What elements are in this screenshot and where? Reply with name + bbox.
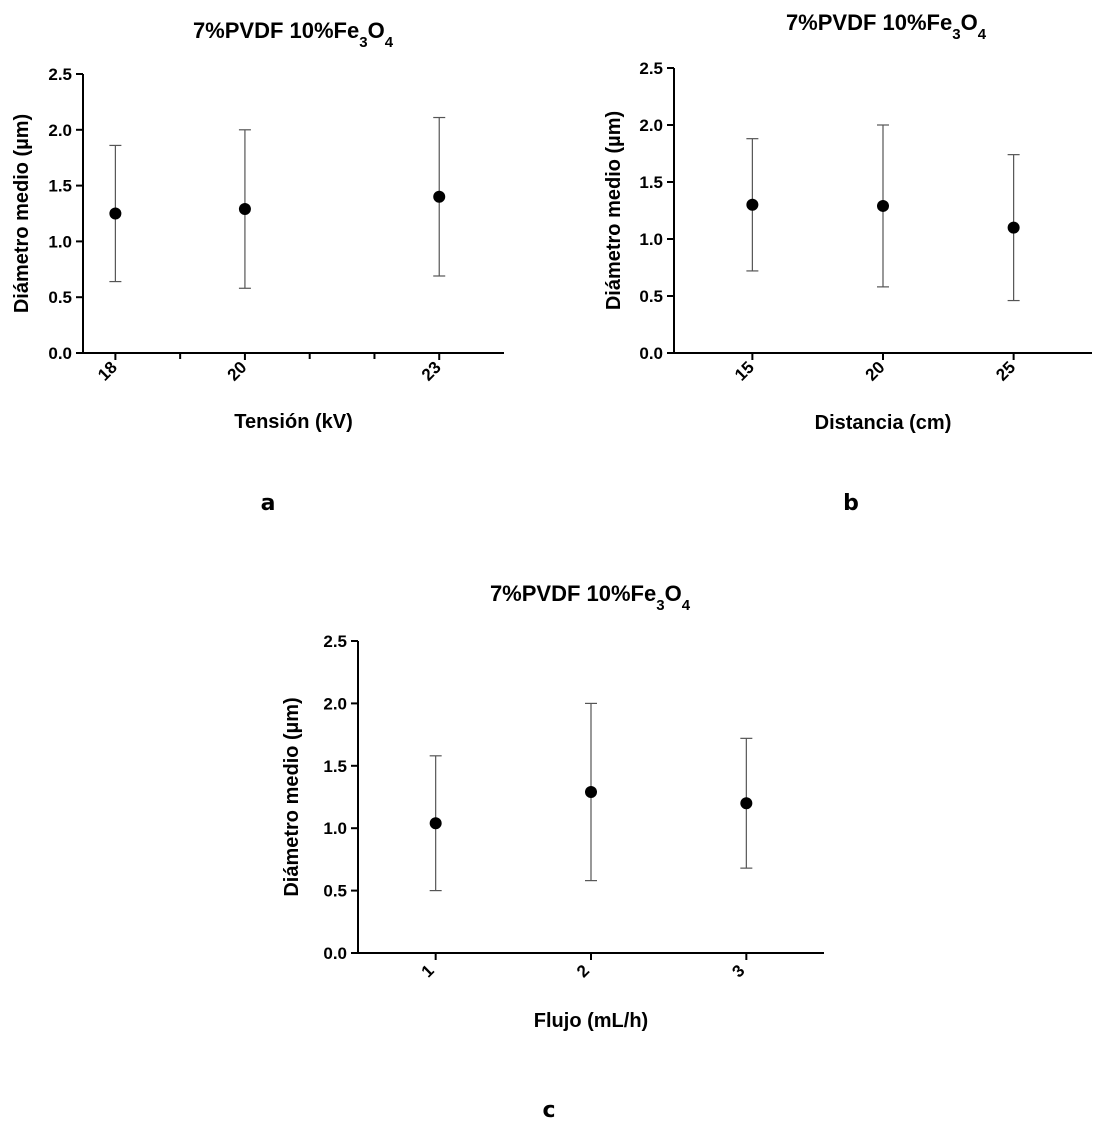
y-axis-label: Diámetro medio (µm) — [281, 697, 303, 896]
title-text: O — [961, 10, 978, 35]
y-tick-label: 2.0 — [323, 694, 347, 713]
y-tick-label: 0.5 — [323, 882, 347, 901]
y-tick-label: 2.0 — [639, 116, 663, 135]
y-tick-label: 1.0 — [639, 230, 663, 249]
title-subscript: 3 — [359, 34, 367, 51]
panel-label: c — [542, 1098, 555, 1121]
y-axis-label: Diámetro medio (µm) — [11, 114, 33, 313]
data-point — [429, 817, 442, 830]
title-text: 7%PVDF 10%Fe — [490, 581, 656, 606]
x-tick-label: 15 — [731, 358, 758, 385]
y-tick-label: 2.5 — [639, 59, 663, 78]
data-point — [740, 797, 753, 810]
y-tick-label: 1.5 — [323, 757, 347, 776]
chart-title: 7%PVDF 10%Fe3O4 — [490, 581, 691, 614]
title-subscript: 3 — [656, 597, 664, 614]
y-tick-label: 1.0 — [48, 232, 72, 251]
x-tick-label: 3 — [728, 961, 748, 981]
title-text: 7%PVDF 10%Fe — [786, 10, 952, 35]
title-subscript: 4 — [978, 26, 987, 43]
title-text: O — [368, 18, 385, 43]
chart-title: 7%PVDF 10%Fe3O4 — [193, 18, 394, 51]
data-point — [746, 198, 759, 211]
x-tick-label: 18 — [94, 358, 121, 385]
x-tick-label: 1 — [418, 961, 438, 981]
y-tick-label: 2.0 — [48, 121, 72, 140]
title-text: 7%PVDF 10%Fe — [193, 18, 359, 43]
x-tick-label: 23 — [418, 358, 445, 385]
x-tick-label: 2 — [573, 961, 593, 981]
y-axis-label: Diámetro medio (µm) — [603, 111, 625, 310]
title-subscript: 4 — [385, 34, 394, 51]
data-point — [585, 786, 597, 799]
title-subscript: 4 — [682, 597, 691, 614]
x-tick-label: 20 — [862, 358, 889, 385]
chart-panel-a: 7%PVDF 10%Fe3O4 0.0 0.5 1.0 1.5 2.0 2.5 18 20 23 T… — [11, 18, 504, 516]
chart-panel-b: 7%PVDF 10%Fe3O4 0.0 0.5 1.0 1.5 2.0 2.5 15 20 25 D… — [603, 10, 1092, 516]
x-tick-label: 25 — [992, 358, 1019, 385]
panel-label: b — [843, 491, 859, 516]
data-point — [877, 199, 889, 212]
title-text: O — [665, 581, 682, 606]
y-tick-label: 1.5 — [639, 173, 663, 192]
x-axis-label: Distancia (cm) — [815, 412, 952, 434]
data-point — [109, 207, 122, 220]
data-point — [238, 203, 251, 216]
x-tick-label: 20 — [224, 358, 251, 385]
y-tick-label: 0.0 — [323, 944, 347, 963]
panel-label: a — [261, 491, 276, 516]
title-subscript: 3 — [952, 26, 960, 43]
y-tick-label: 0.5 — [48, 288, 72, 307]
y-tick-label: 0.0 — [639, 344, 663, 363]
x-axis-label: Tensión (kV) — [234, 411, 353, 433]
y-tick-label: 0.5 — [639, 287, 663, 306]
y-tick-label: 2.5 — [48, 65, 72, 84]
x-axis-label: Flujo (mL/h) — [534, 1010, 648, 1032]
chart-title: 7%PVDF 10%Fe3O4 — [786, 10, 987, 43]
y-tick-label: 0.0 — [48, 344, 72, 363]
y-tick-label: 1.0 — [323, 819, 347, 838]
y-tick-label: 2.5 — [323, 632, 347, 651]
data-point — [433, 190, 446, 203]
data-point — [1007, 221, 1020, 234]
y-tick-label: 1.5 — [48, 177, 72, 196]
